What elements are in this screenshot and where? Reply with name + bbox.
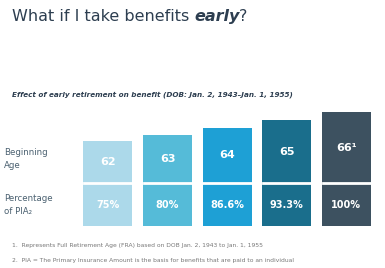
Bar xyxy=(84,141,132,183)
Text: 2.  PIA = The Primary Insurance Amount is the basis for benefits that are paid t: 2. PIA = The Primary Insurance Amount is… xyxy=(12,258,293,263)
Text: early: early xyxy=(194,9,239,24)
Bar xyxy=(143,135,192,183)
Bar xyxy=(203,183,252,226)
Text: 100%: 100% xyxy=(331,200,362,210)
Text: 86.6%: 86.6% xyxy=(210,200,244,210)
Text: 80%: 80% xyxy=(156,200,179,210)
Text: What if I take benefits: What if I take benefits xyxy=(12,9,194,24)
Bar xyxy=(84,183,132,226)
Text: 75%: 75% xyxy=(96,200,119,210)
Bar xyxy=(322,183,371,226)
Text: 1.  Represents Full Retirement Age (FRA) based on DOB Jan. 2, 1943 to Jan. 1, 19: 1. Represents Full Retirement Age (FRA) … xyxy=(12,243,263,248)
Text: 93.3%: 93.3% xyxy=(270,200,304,210)
Text: 65: 65 xyxy=(279,147,295,157)
Text: ?: ? xyxy=(239,9,248,24)
Bar xyxy=(262,183,311,226)
Text: 63: 63 xyxy=(160,154,175,164)
Bar xyxy=(322,112,371,183)
Text: 66¹: 66¹ xyxy=(336,143,357,153)
Text: Percentage
of PIA₂: Percentage of PIA₂ xyxy=(4,194,52,215)
Bar xyxy=(143,183,192,226)
Bar xyxy=(203,128,252,183)
Text: Beginning
Age: Beginning Age xyxy=(4,148,47,170)
Text: Effect of early retirement on benefit (DOB: Jan. 2, 1943–Jan. 1, 1955): Effect of early retirement on benefit (D… xyxy=(12,91,293,98)
Bar xyxy=(262,120,311,183)
Text: 64: 64 xyxy=(219,150,235,160)
Text: 62: 62 xyxy=(100,157,116,167)
